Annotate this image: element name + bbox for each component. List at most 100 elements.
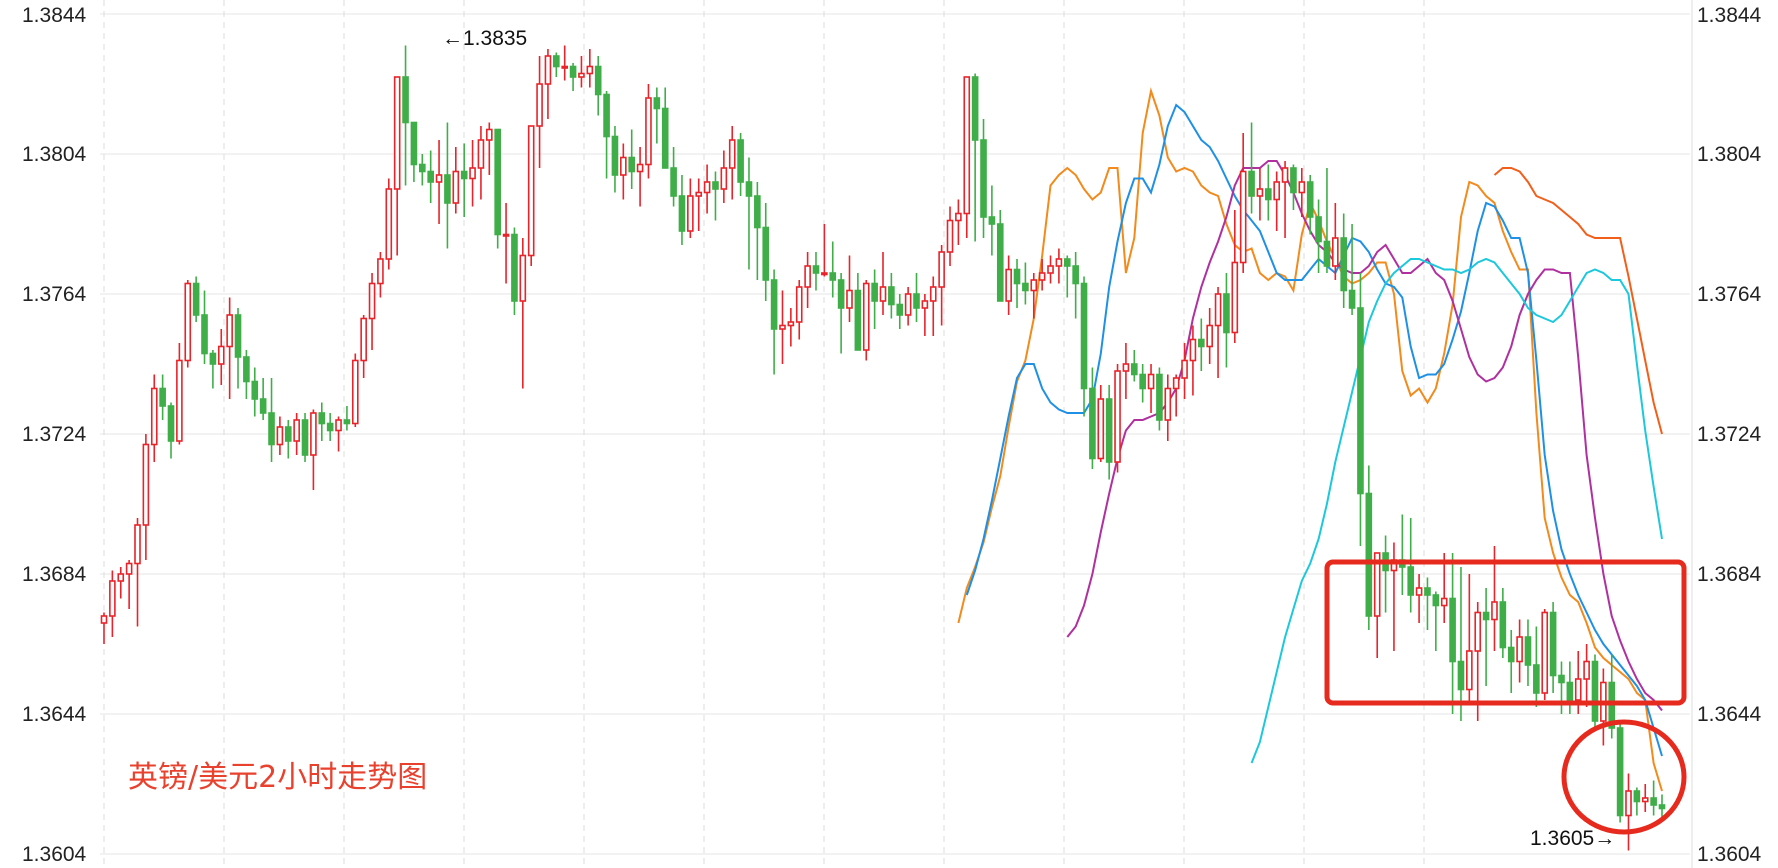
candle <box>1139 364 1146 403</box>
candle <box>661 87 669 169</box>
candle <box>971 73 979 242</box>
candle-body-down <box>737 139 744 183</box>
candle <box>1114 364 1121 473</box>
candle <box>1038 259 1046 291</box>
candle <box>184 280 192 368</box>
candle <box>1549 602 1557 693</box>
highlight-circle <box>1561 719 1687 835</box>
candle-body-down <box>444 174 451 204</box>
candle <box>1591 654 1599 728</box>
candle <box>1440 553 1448 623</box>
candle <box>955 199 962 245</box>
candle-body-down <box>1072 265 1079 285</box>
candle-body-up <box>578 72 585 78</box>
candle <box>879 252 887 315</box>
candle-body-up <box>1273 181 1281 201</box>
candle-body-up <box>1189 338 1197 362</box>
candle <box>1256 168 1264 221</box>
y-tick-label-right: 1.3764 <box>1697 283 1762 306</box>
candle-body-up <box>1047 265 1054 274</box>
candle <box>1499 588 1507 658</box>
candles <box>100 45 1666 851</box>
candle <box>519 238 527 389</box>
candle-body-down <box>192 282 200 316</box>
candle-body-down <box>268 412 275 446</box>
candle <box>243 350 250 399</box>
candle <box>963 76 971 238</box>
candle <box>1013 259 1021 308</box>
candle <box>293 413 300 455</box>
candle-body-down <box>1323 240 1331 267</box>
candle-body-down <box>259 398 267 414</box>
candle <box>829 241 837 298</box>
y-tick-label-right: 1.3604 <box>1697 843 1762 866</box>
line-ma60 <box>1250 257 1663 764</box>
candle-body-up <box>561 65 569 69</box>
candle <box>217 329 225 385</box>
y-tick-label-right: 1.3684 <box>1697 563 1762 586</box>
candle <box>1340 213 1348 308</box>
candle <box>1306 175 1314 235</box>
candle-body-up <box>150 387 158 446</box>
candle <box>636 147 644 207</box>
y-tick-label-left: 1.3844 <box>22 4 87 27</box>
candle-body-up <box>360 317 367 362</box>
candle-body-up <box>1516 636 1523 663</box>
y-tick-label-right: 1.3844 <box>1697 4 1762 27</box>
candle <box>628 129 636 189</box>
candle-body-down <box>1156 373 1163 421</box>
candle-body-up <box>1491 601 1498 621</box>
candle <box>1365 465 1373 630</box>
candle-body-down <box>1365 492 1373 617</box>
candle <box>996 210 1004 302</box>
candle-body-down <box>301 419 309 456</box>
candle <box>1466 574 1473 704</box>
candle <box>117 567 125 599</box>
candle <box>1239 133 1247 273</box>
candle-body-down <box>1457 660 1465 691</box>
candle <box>1650 780 1657 816</box>
candle-body-up <box>477 139 485 169</box>
candle <box>737 133 744 196</box>
candle-body-up <box>1641 797 1649 803</box>
candle <box>1566 661 1574 714</box>
candle-body-up <box>921 300 929 309</box>
candle <box>1189 325 1197 396</box>
candle-body-down <box>494 128 502 236</box>
candle <box>913 273 920 322</box>
candle-body-up <box>1038 272 1046 281</box>
candle <box>368 273 376 350</box>
candle <box>1264 164 1272 221</box>
candle <box>318 402 326 441</box>
candle-body-down <box>770 279 778 330</box>
candle-body-down <box>553 55 560 68</box>
candle-body-down <box>1223 293 1230 334</box>
candle-body-up <box>1625 790 1632 817</box>
candle <box>678 175 686 245</box>
candle <box>929 276 937 336</box>
candle-body-up <box>368 282 376 320</box>
candle <box>712 171 719 221</box>
candle <box>1633 787 1641 816</box>
candle <box>1449 553 1456 714</box>
candle <box>150 374 158 462</box>
candle <box>888 273 895 319</box>
candle <box>544 49 552 119</box>
candle-body-down <box>854 289 862 351</box>
candle-body-up <box>1332 237 1339 267</box>
candle-body-down <box>326 422 334 432</box>
candle-body-down <box>913 293 920 309</box>
candle <box>1197 318 1205 371</box>
candle-body-up <box>100 615 108 624</box>
candle <box>1558 661 1565 714</box>
candle <box>460 143 468 217</box>
candle <box>226 297 233 399</box>
candle <box>1147 364 1155 413</box>
candle-body-up <box>1298 181 1306 194</box>
candle <box>653 87 661 144</box>
candle-body-up <box>310 412 317 456</box>
candle <box>268 378 275 462</box>
candle-body-up <box>377 258 384 285</box>
